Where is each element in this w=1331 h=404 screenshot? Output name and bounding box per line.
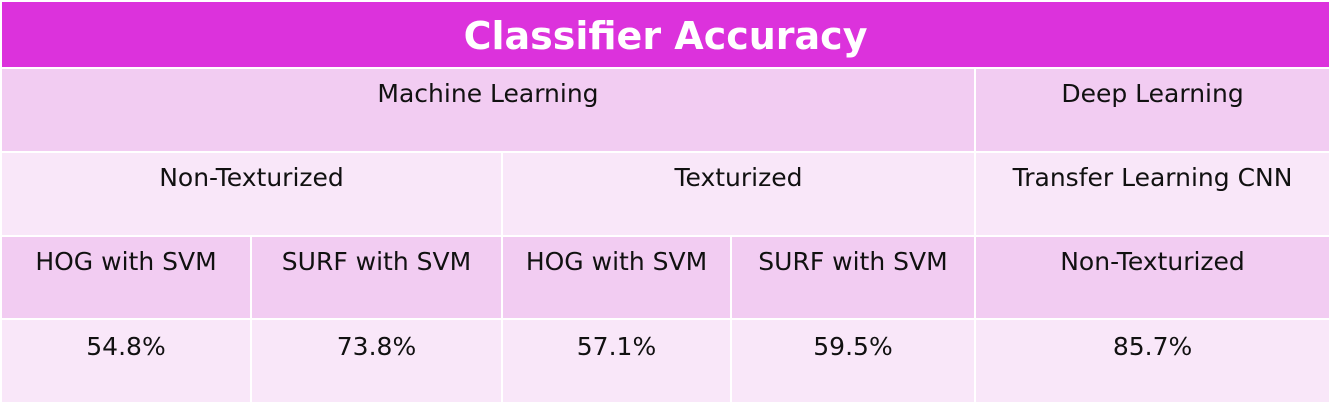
method-header-cell: Non-Texturized xyxy=(973,234,1331,321)
method-label: SURF with SVM xyxy=(758,246,948,276)
transfer-learning-cnn-header: Transfer Learning CNN xyxy=(973,150,1331,237)
accuracy-value-cell: 59.5% xyxy=(730,318,976,404)
method-label: HOG with SVM xyxy=(525,246,708,276)
method-label: SURF with SVM xyxy=(281,246,472,276)
method-header-cell: HOG with SVM xyxy=(0,234,252,321)
transfer-learning-cnn-label: Transfer Learning CNN xyxy=(1012,162,1293,192)
table-title: Classifier Accuracy xyxy=(463,13,868,58)
machine-learning-label: Machine Learning xyxy=(377,79,599,109)
texturized-label: Texturized xyxy=(674,162,803,192)
table-title-cell: Classifier Accuracy xyxy=(0,0,1331,70)
accuracy-value: 57.1% xyxy=(576,332,657,362)
accuracy-value-cell: 85.7% xyxy=(973,318,1331,404)
accuracy-value-cell: 54.8% xyxy=(0,318,252,404)
non-texturized-label: Non-Texturized xyxy=(159,162,344,192)
method-label: Non-Texturized xyxy=(1060,246,1245,276)
accuracy-value: 59.5% xyxy=(813,332,893,362)
method-label: HOG with SVM xyxy=(35,246,217,276)
accuracy-value-cell: 73.8% xyxy=(250,318,503,404)
accuracy-value-cell: 57.1% xyxy=(501,318,732,404)
method-header-cell: SURF with SVM xyxy=(730,234,976,321)
accuracy-value: 54.8% xyxy=(86,332,166,362)
method-header-cell: SURF with SVM xyxy=(250,234,503,321)
accuracy-value: 85.7% xyxy=(1112,332,1193,362)
non-texturized-header: Non-Texturized xyxy=(0,150,503,237)
method-header-cell: HOG with SVM xyxy=(501,234,732,321)
accuracy-value: 73.8% xyxy=(336,332,417,362)
deep-learning-label: Deep Learning xyxy=(1061,79,1244,109)
deep-learning-header: Deep Learning xyxy=(973,67,1331,153)
texturized-header: Texturized xyxy=(501,150,976,237)
machine-learning-header: Machine Learning xyxy=(0,67,976,153)
